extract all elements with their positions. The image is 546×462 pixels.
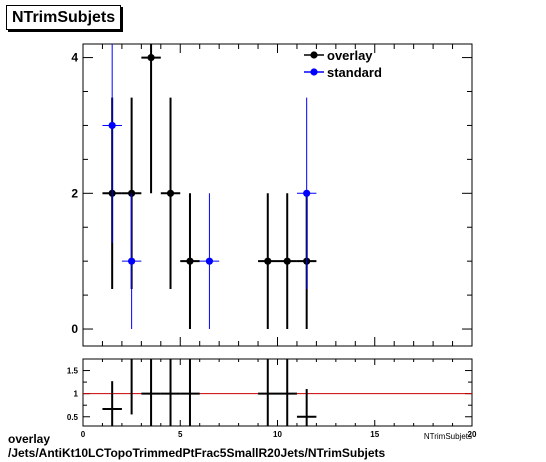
overlay-point — [283, 257, 291, 265]
overlay-point — [147, 53, 155, 62]
ratio-x-tick-label: 0 — [81, 430, 86, 439]
caption-line-2: /Jets/AntiKt10LCTopoTrimmedPtFrac5SmallR… — [8, 446, 386, 460]
legend-label-standard: standard — [327, 65, 382, 80]
ratio-y-tick-label: 0.5 — [67, 413, 79, 422]
standard-point — [205, 257, 214, 265]
ratio-y-tick-label: 1.5 — [67, 367, 79, 376]
ratio-y-tick-label: 1 — [74, 390, 79, 399]
legend-marker-overlay — [310, 51, 318, 59]
overlay-point — [166, 189, 175, 197]
y-tick-label: 0 — [71, 322, 78, 336]
overlay-point — [264, 257, 272, 265]
y-tick-label: 4 — [71, 51, 78, 65]
standard-point — [108, 121, 116, 130]
ratio-x-tick-label: 15 — [370, 430, 379, 439]
ratio-x-tick-label: 10 — [273, 430, 282, 439]
legend: overlay standard — [304, 48, 382, 80]
legend-label-overlay: overlay — [327, 48, 373, 63]
x-axis-label: NTrimSubjets — [424, 432, 472, 441]
histogram-title: NTrimSubjets — [6, 5, 122, 30]
standard-point — [303, 189, 311, 197]
y-tick-label: 2 — [71, 186, 78, 200]
ratio-x-tick-label: 5 — [178, 430, 183, 439]
overlay-point — [186, 257, 194, 265]
caption-line-1: overlay — [8, 432, 51, 446]
legend-marker-standard — [310, 68, 318, 76]
main-plot-panel: 0 2 4 — [71, 43, 473, 347]
standard-point — [128, 257, 136, 265]
ratio-x-tick-label: 20 — [468, 430, 477, 439]
